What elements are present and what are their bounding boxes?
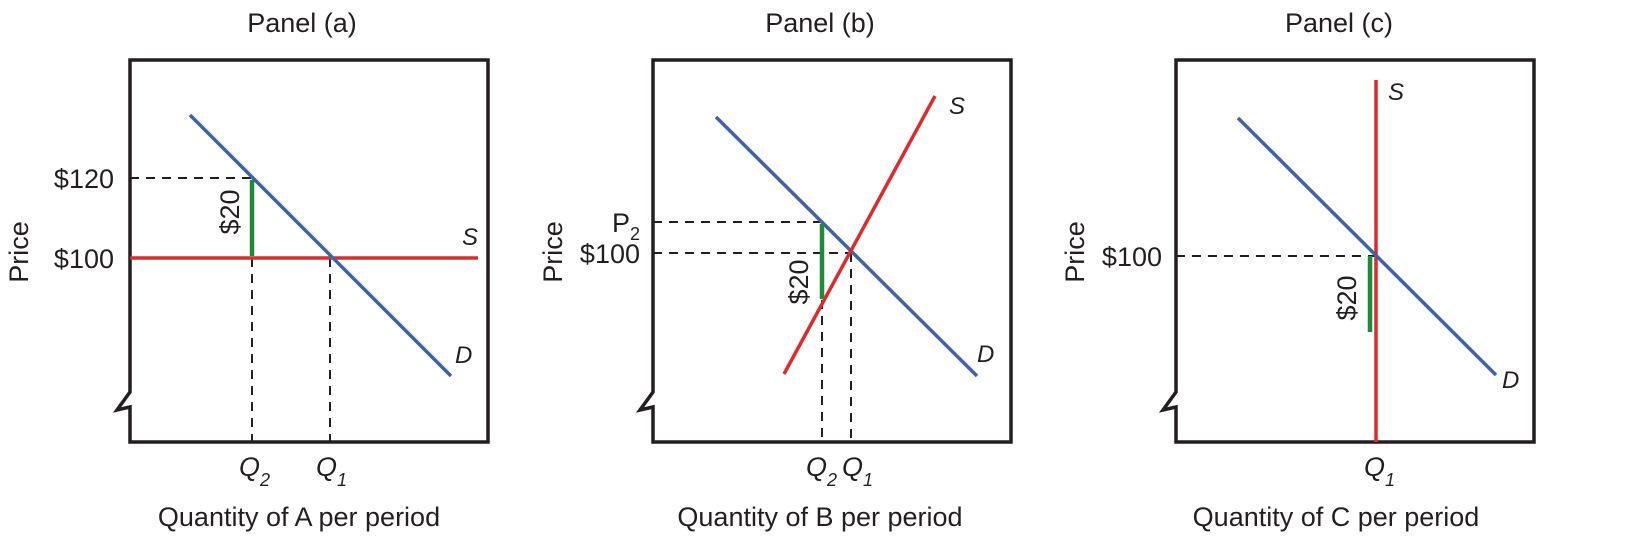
panel-b-tax-label: $20 [784,259,814,304]
panel-b-supply-curve [782,95,937,375]
panel-c-y-axis-label: Price [1060,221,1090,283]
panel-a-supply-label: S [462,224,478,251]
panel-b-x-axis-label: Quantity of B per period [677,502,962,532]
panel-c-demand-curve [1236,116,1498,377]
panel-b-q2-label: Q2 [806,452,837,490]
panel-b: Panel (b) Price P2 $100 $20 S D Q2 Q1 Qu… [538,8,1013,532]
panel-a-demand-curve [188,113,453,378]
panel-a-price-100: $100 [54,244,114,274]
panel-a-x-axis-label: Quantity of A per period [158,502,440,532]
panel-a-axes-frame [112,58,490,444]
panel-c-x-axis-label: Quantity of C per period [1193,502,1480,532]
panel-b-q1-label: Q1 [842,452,873,490]
panel-a-title: Panel (a) [247,8,357,38]
panel-c-q1-label: Q1 [1364,452,1395,490]
panel-c-demand-label: D [1502,367,1519,394]
panel-b-title: Panel (b) [765,8,875,38]
panel-a-demand-label: D [455,342,472,369]
panel-c-price-100: $100 [1102,242,1162,272]
panel-a-q1-label: Q1 [316,452,347,490]
panel-a-q2-label: Q2 [239,452,270,490]
panel-c-tax-label: $20 [1332,275,1362,320]
panel-b-demand-curve [714,115,979,378]
panel-a-price-120: $120 [54,164,114,194]
panel-b-y-axis-label: Price [538,221,568,283]
panel-a-y-axis-label: Price [4,221,34,283]
panel-a-tax-label: $20 [215,189,245,234]
panel-b-axes-frame [635,58,1013,444]
panel-c-axes-frame [1158,58,1536,444]
panel-b-price-100: $100 [580,239,640,269]
panel-c: Panel (c) Price $100 $20 S D Q1 Quantity… [1060,8,1536,532]
panel-c-supply-label: S [1388,79,1404,106]
panel-b-demand-label: D [977,341,994,368]
panel-b-price-p2: P2 [612,208,640,244]
panel-c-title: Panel (c) [1285,8,1393,38]
panel-a: Panel (a) Price $120 $100 $20 S D Q2 Q1 … [4,8,490,532]
panel-b-supply-label: S [949,93,965,120]
